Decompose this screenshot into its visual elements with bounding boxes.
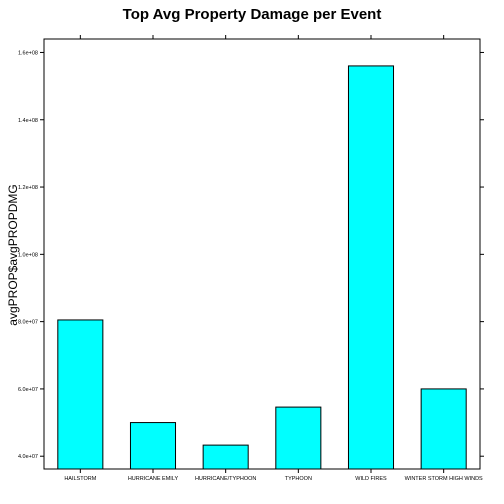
x-tick-label: HURRICANE EMILY bbox=[128, 476, 179, 482]
x-tick-label: HURRICANE/TYPHOON bbox=[195, 476, 256, 482]
y-axis-ticks: 4.0e+07 6.0e+07 8.0e+07 1.0e+08 1.2e+08 1.4e+… bbox=[18, 50, 484, 460]
bar-hurricane-typhoon bbox=[202, 444, 249, 470]
bar-typhoon bbox=[275, 406, 322, 470]
bar-hailstorm bbox=[57, 319, 104, 470]
x-tick-label: HAILSTORM bbox=[64, 476, 96, 482]
y-tick-label: 1.4e+08 bbox=[18, 118, 38, 124]
y-tick-label: 1.6e+08 bbox=[18, 50, 38, 56]
y-tick-label: 1.0e+08 bbox=[18, 252, 38, 258]
x-tick-label: WINTER STORM HIGH WINDS bbox=[405, 476, 483, 482]
y-tick-label: 4.0e+07 bbox=[18, 454, 38, 460]
x-tick-label: TYPHOON bbox=[285, 476, 312, 482]
bar-winter-storm-high-winds bbox=[420, 388, 467, 470]
y-tick-label: 8.0e+07 bbox=[18, 320, 38, 326]
bar-hurricane-emily bbox=[129, 422, 177, 470]
bar-wild-fires bbox=[347, 65, 395, 470]
y-tick-label: 6.0e+07 bbox=[18, 387, 38, 393]
y-tick-label: 1.2e+08 bbox=[18, 185, 38, 191]
x-axis-ticks: HAILSTORM HURRICANE EMILY HURRICANE/TYPHOO… bbox=[64, 35, 483, 482]
x-tick-label: WILD FIRES bbox=[355, 476, 387, 482]
bars bbox=[57, 65, 467, 470]
chart-title: Top Avg Property Damage per Event bbox=[123, 6, 382, 23]
plot-frame bbox=[43, 38, 481, 470]
y-axis-label: avgPROP$avgPROPDMG bbox=[6, 184, 20, 325]
